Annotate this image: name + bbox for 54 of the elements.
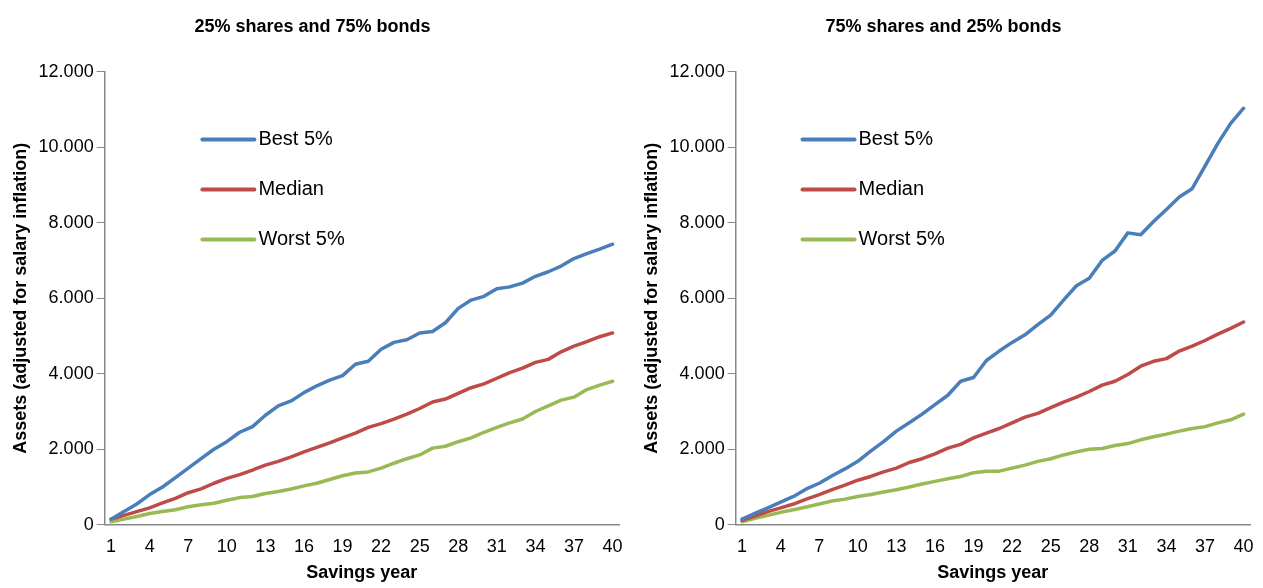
y-axis-title: Assets (adjusted for salary inflation) (9, 142, 30, 454)
legend-label: Median (258, 177, 324, 200)
x-tick-label: 40 (602, 535, 623, 556)
x-tick-label: 19 (963, 535, 984, 556)
x-tick-label: 4 (144, 535, 155, 556)
x-tick-label: 25 (1040, 535, 1061, 556)
legend-label: Median (858, 177, 925, 200)
y-tick-label: 2.000 (48, 438, 94, 459)
y-tick-label: 0 (83, 513, 94, 534)
x-tick-label: 13 (255, 535, 276, 556)
legend-label: Best 5% (858, 127, 934, 150)
x-tick-label: 31 (486, 535, 507, 556)
y-tick-label: 4.000 (679, 362, 725, 383)
x-tick-label: 7 (814, 535, 825, 556)
x-axis-title: Savings year (937, 562, 1049, 583)
x-tick-label: 7 (183, 535, 194, 556)
x-tick-label: 13 (886, 535, 907, 556)
y-tick-label: 2.000 (679, 438, 725, 459)
x-tick-label: 34 (1156, 535, 1177, 556)
y-tick-label: 6.000 (679, 287, 725, 308)
legend-label: Best 5% (258, 127, 334, 150)
y-tick-label: 4.000 (48, 362, 94, 383)
x-axis-title: Savings year (306, 562, 418, 583)
x-tick-label: 25 (409, 535, 430, 556)
x-tick-label: 28 (1079, 535, 1100, 556)
y-tick-label: 12.000 (669, 60, 725, 81)
y-tick-label: 8.000 (48, 211, 94, 232)
x-tick-label: 40 (1233, 535, 1254, 556)
y-tick-label: 10.000 (669, 136, 725, 157)
y-axis-title: Assets (adjusted for salary inflation) (640, 142, 661, 454)
x-tick-label: 28 (448, 535, 469, 556)
x-tick-label: 10 (847, 535, 868, 556)
x-tick-label: 10 (216, 535, 237, 556)
x-tick-label: 1 (737, 535, 748, 556)
x-tick-label: 4 (775, 535, 786, 556)
x-tick-label: 31 (1117, 535, 1138, 556)
legend-label: Worst 5% (258, 227, 345, 250)
x-tick-label: 37 (1194, 535, 1216, 556)
legend-label: Worst 5% (858, 227, 946, 250)
x-tick-label: 16 (293, 535, 314, 556)
x-tick-label: 16 (924, 535, 945, 556)
y-tick-label: 6.000 (48, 287, 94, 308)
x-tick-label: 22 (1002, 535, 1023, 556)
chart-title: 25% shares and 75% bonds (194, 15, 431, 36)
x-tick-label: 37 (563, 535, 585, 556)
y-tick-label: 12.000 (38, 60, 94, 81)
y-tick-label: 0 (714, 513, 725, 534)
x-tick-label: 22 (371, 535, 392, 556)
y-tick-label: 8.000 (679, 211, 725, 232)
chart-title: 75% shares and 25% bonds (825, 15, 1062, 36)
x-tick-label: 34 (525, 535, 546, 556)
x-tick-label: 1 (106, 535, 117, 556)
x-tick-label: 19 (332, 535, 353, 556)
y-tick-label: 10.000 (38, 136, 94, 157)
